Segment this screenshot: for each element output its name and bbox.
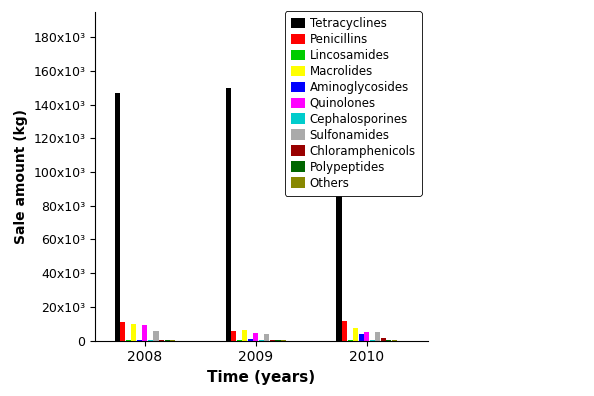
Bar xyxy=(248,339,253,341)
Bar xyxy=(115,93,120,341)
Bar xyxy=(359,334,364,341)
Bar xyxy=(242,330,247,341)
Bar xyxy=(253,333,258,341)
Bar xyxy=(137,340,142,341)
Y-axis label: Sale amount (kg): Sale amount (kg) xyxy=(14,109,28,244)
Bar xyxy=(347,340,353,341)
Bar xyxy=(264,334,270,341)
Bar xyxy=(364,332,369,341)
Bar xyxy=(375,332,380,341)
Bar xyxy=(336,66,342,341)
Bar xyxy=(131,324,137,341)
Bar xyxy=(369,340,375,341)
Bar xyxy=(143,326,147,341)
Bar xyxy=(353,328,358,341)
Bar xyxy=(231,331,236,341)
Bar xyxy=(153,331,159,341)
Bar xyxy=(381,337,386,341)
Bar xyxy=(226,88,230,341)
Bar xyxy=(126,340,131,341)
X-axis label: Time (years): Time (years) xyxy=(207,370,315,385)
Bar xyxy=(120,322,125,341)
Legend: Tetracyclines, Penicillins, Lincosamides, Macrolides, Aminoglycosides, Quinolone: Tetracyclines, Penicillins, Lincosamides… xyxy=(285,11,422,196)
Bar xyxy=(342,321,347,341)
